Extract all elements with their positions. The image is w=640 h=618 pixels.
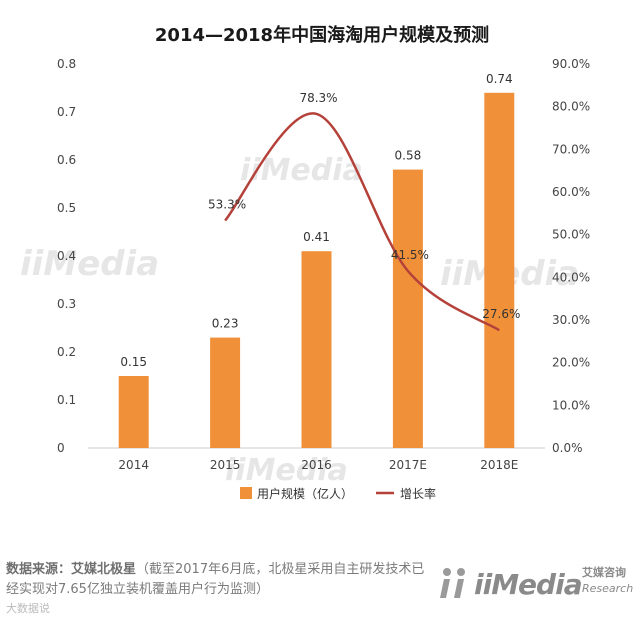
watermark-text: iiMedia <box>240 153 363 188</box>
x-axis-tick-label: 2016 <box>301 458 332 472</box>
x-axis-tick-label: 2015 <box>210 458 241 472</box>
right-axis-tick-label: 60.0% <box>552 185 590 199</box>
brand-name-cn: 艾媒咨询 <box>582 566 626 579</box>
left-axis-tick-label: 0.2 <box>57 345 76 359</box>
watermark-text: iiMedia <box>225 453 348 488</box>
right-axis-tick-label: 10.0% <box>552 398 590 412</box>
x-axis-tick-label: 2017E <box>389 458 427 472</box>
bar <box>484 92 515 449</box>
brand-logo: iiMedia 艾媒咨询 Research <box>440 562 634 606</box>
left-axis-tick-label: 0.6 <box>57 153 76 167</box>
bar <box>118 376 149 448</box>
right-axis-tick-label: 50.0% <box>552 228 590 242</box>
right-axis-tick-label: 70.0% <box>552 142 590 156</box>
left-axis: 0 0.1 0.2 0.3 0.4 0.5 0.6 0.7 0.8 <box>57 57 76 455</box>
left-axis-tick-label: 0.5 <box>57 201 76 215</box>
line-data-label: 27.6% <box>482 307 520 321</box>
x-axis-ticks: 2014 2015 2016 2017E 2018E <box>118 458 518 472</box>
brand-mark-icon <box>440 568 465 598</box>
left-axis-tick-label: 0 <box>57 441 65 455</box>
x-axis-tick-label: 2014 <box>118 458 149 472</box>
bar <box>301 251 332 448</box>
left-axis-tick-label: 0.8 <box>57 57 76 71</box>
right-axis-tick-label: 0.0% <box>552 441 583 455</box>
bar-series: 0.15 0.23 0.41 0.58 0.74 <box>118 72 515 449</box>
legend: 用户规模（亿人） 增长率 <box>240 486 436 501</box>
bar <box>392 169 423 448</box>
right-axis-tick-label: 30.0% <box>552 313 590 327</box>
line-data-label: 41.5% <box>391 248 429 262</box>
left-axis-tick-label: 0.3 <box>57 297 76 311</box>
wechat-watermark: 大数据说 <box>6 602 50 615</box>
bar-data-label: 0.74 <box>486 72 513 86</box>
bar-data-label: 0.23 <box>212 317 239 331</box>
legend-swatch-bar <box>240 487 252 499</box>
line-data-label: 78.3% <box>299 91 337 105</box>
right-axis-tick-label: 20.0% <box>552 356 590 370</box>
legend-label-bar: 用户规模（亿人） <box>257 486 353 501</box>
growth-line <box>224 112 500 332</box>
right-axis-tick-label: 80.0% <box>552 100 590 114</box>
bar <box>210 337 241 448</box>
bar-data-label: 0.41 <box>303 230 330 244</box>
left-axis-tick-label: 0.4 <box>57 249 76 263</box>
source-label: 数据来源：艾媒北极星 <box>6 562 137 577</box>
growth-line-series: 53.3% 78.3% 41.5% 27.6% <box>208 91 520 332</box>
right-axis-tick-label: 40.0% <box>552 270 590 284</box>
source-note: 数据来源：艾媒北极星（截至2017年6月底，北极星采用自主研发技术已经实现对7.… <box>6 560 426 600</box>
left-axis-tick-label: 0.1 <box>57 393 76 407</box>
chart: iiMediaiiMediaiiMediaiiMedia 2014—2018年中… <box>20 24 590 501</box>
bar-data-label: 0.15 <box>120 355 147 369</box>
bar-data-label: 0.58 <box>395 149 422 163</box>
source-detail: （截至2017年6月底，北极星采用自主研发技术已经实现对7.65亿独立装机覆盖用… <box>6 562 425 597</box>
watermark-layer: iiMediaiiMediaiiMediaiiMedia <box>20 153 579 488</box>
x-axis-tick-label: 2018E <box>480 458 518 472</box>
chart-title: 2014—2018年中国海淘用户规模及预测 <box>155 24 489 46</box>
legend-label-line: 增长率 <box>400 486 436 501</box>
watermark-text: iiMedia <box>20 244 159 284</box>
left-axis-tick-label: 0.7 <box>57 105 76 119</box>
right-axis: 0.0% 10.0% 20.0% 30.0% 40.0% 50.0% 60.0% 70.0% 8… <box>552 57 590 455</box>
line-data-label: 53.3% <box>208 198 246 212</box>
brand-name-en: Research <box>582 582 634 595</box>
brand-name: iiMedia <box>474 568 583 601</box>
right-axis-tick-label: 90.0% <box>552 57 590 71</box>
